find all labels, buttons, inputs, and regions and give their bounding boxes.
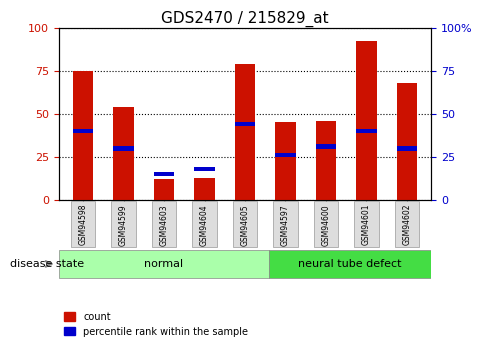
Text: GSM94603: GSM94603: [160, 204, 169, 246]
Text: GSM94598: GSM94598: [78, 204, 88, 245]
Text: GSM94601: GSM94601: [362, 204, 371, 245]
Bar: [73, 71, 93, 200]
Text: GDS2470 / 215829_at: GDS2470 / 215829_at: [161, 10, 329, 27]
Bar: [316, 121, 336, 200]
Bar: [235, 64, 255, 200]
Text: normal: normal: [145, 259, 184, 269]
FancyBboxPatch shape: [273, 201, 297, 247]
Text: GSM94599: GSM94599: [119, 204, 128, 246]
Bar: [235, 122, 255, 126]
Text: GSM94597: GSM94597: [281, 204, 290, 246]
Bar: [356, 129, 376, 133]
Bar: [114, 107, 134, 200]
FancyBboxPatch shape: [314, 201, 338, 247]
Text: GSM94604: GSM94604: [200, 204, 209, 246]
Bar: [275, 153, 295, 157]
Bar: [73, 129, 93, 133]
Bar: [356, 41, 376, 200]
Bar: [275, 122, 295, 200]
FancyBboxPatch shape: [59, 250, 270, 278]
Text: neural tube defect: neural tube defect: [298, 259, 402, 269]
FancyBboxPatch shape: [193, 201, 217, 247]
Bar: [195, 178, 215, 200]
Bar: [316, 145, 336, 149]
Bar: [397, 83, 417, 200]
Bar: [154, 172, 174, 176]
FancyBboxPatch shape: [270, 250, 431, 278]
FancyBboxPatch shape: [233, 201, 257, 247]
Text: disease state: disease state: [10, 259, 84, 269]
FancyBboxPatch shape: [111, 201, 136, 247]
Bar: [154, 179, 174, 200]
Legend: count, percentile rank within the sample: count, percentile rank within the sample: [64, 312, 248, 337]
FancyBboxPatch shape: [71, 201, 95, 247]
Text: GSM94605: GSM94605: [241, 204, 249, 246]
Bar: [397, 146, 417, 150]
Bar: [114, 146, 134, 150]
FancyBboxPatch shape: [354, 201, 379, 247]
Bar: [195, 167, 215, 171]
FancyBboxPatch shape: [395, 201, 419, 247]
Text: GSM94602: GSM94602: [402, 204, 412, 245]
FancyBboxPatch shape: [152, 201, 176, 247]
Text: GSM94600: GSM94600: [321, 204, 330, 246]
